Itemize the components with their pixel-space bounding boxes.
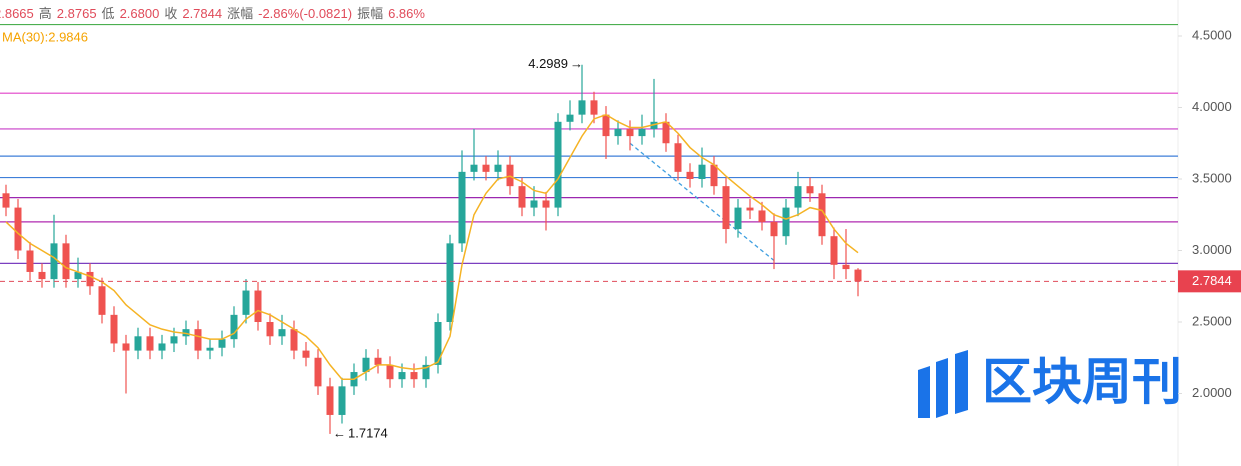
candle-body — [662, 121, 670, 144]
candle-body — [170, 336, 178, 344]
candle-body — [818, 193, 826, 237]
candle-body — [242, 290, 250, 315]
candle-body — [398, 372, 406, 380]
axis-panel — [1178, 0, 1241, 466]
ma-line — [5, 113, 859, 380]
low-annotation: 1.7174 — [348, 425, 388, 440]
last-price-box — [1178, 270, 1241, 293]
header-value: 6.86% — [388, 6, 425, 21]
candle-body — [434, 322, 442, 365]
candle-body — [698, 164, 706, 179]
candle-body — [542, 200, 550, 208]
candle-body — [722, 186, 730, 230]
candle-body — [854, 269, 862, 282]
candle-body — [470, 164, 478, 172]
candle-body — [362, 357, 370, 373]
candle-body — [218, 339, 226, 348]
candle-body — [122, 343, 130, 351]
candle-body — [50, 243, 58, 280]
header-label: 高 — [39, 6, 52, 21]
candle-body — [554, 121, 562, 208]
candle-body — [254, 290, 262, 322]
candle-body — [410, 372, 418, 380]
y-tick-label: 4.0000 — [1192, 99, 1232, 114]
candle-body — [686, 171, 694, 179]
header-value: 2.8665 — [0, 6, 34, 21]
header-value: 2.8765 — [57, 6, 97, 21]
header-value: -2.86%(-0.0821) — [258, 6, 352, 21]
candle-body — [338, 386, 346, 415]
candle-body — [206, 347, 214, 351]
candle-body — [194, 329, 202, 351]
candle-body — [626, 128, 634, 137]
candle-body — [326, 386, 334, 415]
y-tick-label: 2.5000 — [1192, 313, 1232, 328]
header-value: 2.6800 — [120, 6, 160, 21]
candle-body — [458, 171, 466, 244]
candle-body — [446, 243, 454, 322]
candle-body — [734, 207, 742, 230]
candle-body — [134, 336, 142, 351]
candle-body — [602, 114, 610, 137]
candle-body — [746, 207, 754, 211]
header-label: 振幅 — [357, 6, 383, 21]
candle-body — [806, 186, 814, 194]
candle-body — [14, 207, 22, 251]
header-label: 收 — [164, 6, 177, 21]
candle-body — [290, 329, 298, 351]
last-price-label: 2.7844 — [1192, 273, 1232, 288]
y-tick-label: 3.5000 — [1192, 170, 1232, 185]
candle-body — [74, 271, 82, 280]
candle-body — [794, 186, 802, 208]
candle-body — [842, 264, 850, 270]
candle-body — [146, 336, 154, 351]
header-label: 低 — [102, 6, 115, 21]
candle-body — [422, 364, 430, 380]
candle-body — [758, 210, 766, 222]
candle-body — [638, 128, 646, 137]
candle-body — [230, 314, 238, 340]
candle-body — [2, 193, 10, 208]
arrow: ← — [333, 425, 346, 440]
y-tick-label: 3.0000 — [1192, 242, 1232, 257]
candle-body — [386, 364, 394, 380]
candle-body — [86, 271, 94, 287]
candle-body — [62, 243, 70, 280]
candle-body — [158, 343, 166, 351]
candle-body — [710, 164, 718, 187]
watermark-text: 区块周刊 — [982, 354, 1182, 410]
candle-body — [782, 207, 790, 237]
ohlc-header: 2.8665 高 2.8765 低 2.6800 收 2.7844 涨幅 -2.86%(-0.0… — [0, 6, 425, 21]
candle-body — [578, 100, 586, 115]
candle-body — [38, 271, 46, 280]
candle-body — [566, 114, 574, 122]
candle-body — [590, 100, 598, 115]
candle-body — [278, 329, 286, 337]
candle-body — [482, 164, 490, 172]
high-annotation: 4.2989 — [528, 56, 568, 71]
y-tick-label: 2.0000 — [1192, 385, 1232, 400]
candle-body — [830, 236, 838, 265]
watermark-logo — [918, 350, 968, 418]
candle-body — [314, 357, 322, 387]
candle-body — [26, 250, 34, 272]
candle-body — [494, 164, 502, 172]
candle-body — [518, 186, 526, 208]
trend-line — [629, 142, 775, 262]
candle-body — [110, 314, 118, 344]
candle-body — [530, 200, 538, 208]
arrow: → — [570, 56, 583, 71]
y-tick-label: 4.5000 — [1192, 27, 1232, 42]
header-label: 涨幅 — [227, 6, 253, 21]
candle-body — [770, 221, 778, 237]
candle-body — [266, 322, 274, 337]
candle-body — [374, 357, 382, 365]
candle-body — [614, 128, 622, 137]
candle-body — [674, 143, 682, 172]
candle-body — [302, 350, 310, 358]
candle-body — [98, 286, 106, 315]
header-value: 2.7844 — [182, 6, 222, 21]
ma-label: MA(30):2.9846 — [2, 29, 88, 44]
